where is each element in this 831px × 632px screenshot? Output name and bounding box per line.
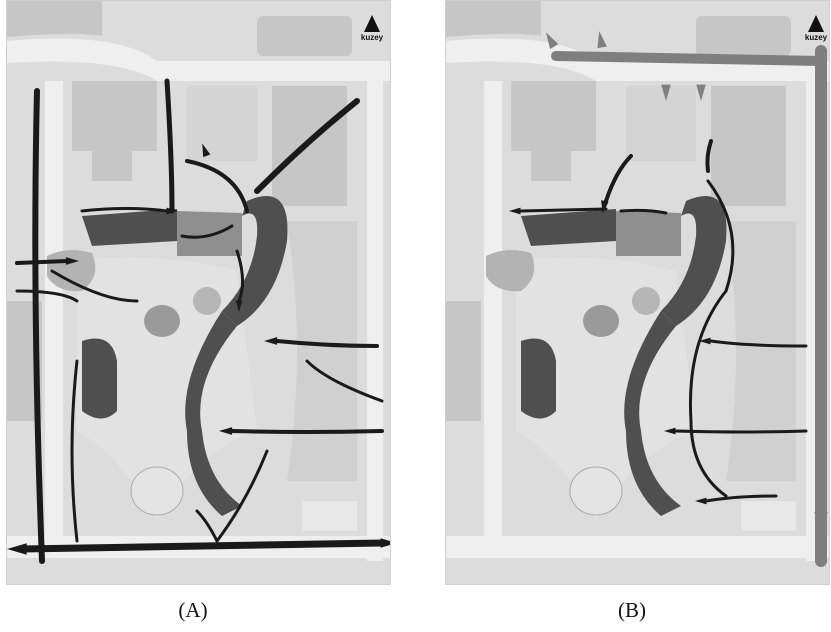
block-west: [446, 301, 481, 421]
curved-building-mid: [185, 311, 237, 431]
movement-arrow: [688, 179, 735, 498]
building-north-wing: [521, 209, 616, 246]
road-west: [484, 81, 502, 551]
arrow-head-icon: [546, 32, 559, 49]
arrow-head-icon: [235, 300, 243, 312]
arrow-head-icon: [202, 143, 211, 158]
parking-lot: [741, 501, 796, 531]
movement-arrow: [164, 78, 175, 214]
north-arrow-icon: kuzey: [801, 15, 829, 42]
arrow-head-icon: [696, 84, 706, 101]
green-area: [144, 305, 180, 337]
movement-arrow: [15, 259, 69, 265]
movement-arrow: [305, 359, 384, 403]
arrow-head-icon: [264, 337, 278, 345]
movement-arrow: [709, 339, 808, 348]
movement-arrow: [195, 509, 219, 543]
block-east-1: [711, 86, 786, 206]
road-south: [446, 536, 829, 558]
block-center-north: [626, 86, 696, 161]
building-west: [521, 338, 556, 419]
parking-lot: [302, 501, 357, 531]
movement-arrow: [604, 154, 633, 203]
pond: [486, 250, 535, 292]
curved-building-top: [222, 196, 288, 326]
arrow-head-icon: [814, 512, 828, 535]
movement-arrow: [15, 289, 79, 303]
movement-arrow: [230, 429, 384, 434]
central-plaza: [516, 257, 696, 521]
north-arrow-icon: kuzey: [357, 15, 387, 42]
north-label: kuzey: [804, 33, 828, 42]
building-north-wing: [82, 209, 177, 246]
block-east-2: [287, 221, 357, 481]
arrow-head-icon: [7, 543, 27, 555]
movement-arrow: [32, 88, 45, 564]
movement-arrow: [235, 249, 244, 303]
movement-arrow: [254, 98, 360, 194]
building-north-wing-2: [177, 211, 242, 256]
movement-arrow: [18, 539, 386, 553]
arrow-head-icon: [509, 207, 521, 215]
block-east-1: [272, 86, 347, 206]
curved-building-bottom: [626, 431, 681, 516]
building-library: [511, 81, 596, 181]
block-nw: [7, 1, 102, 37]
arrow-head-icon: [166, 207, 178, 215]
amphitheatre: [130, 466, 184, 516]
road-west: [45, 81, 63, 551]
green-area: [632, 287, 660, 315]
movement-arrow: [215, 449, 269, 543]
building-library: [72, 81, 157, 181]
movement-arrow: [275, 339, 379, 348]
panel-caption-a: (A): [178, 598, 208, 622]
road-north: [7, 38, 390, 81]
north-label: kuzey: [360, 33, 384, 42]
movement-arrow: [619, 208, 668, 215]
curved-building-bottom: [187, 431, 242, 516]
movement-arrow: [705, 139, 713, 173]
block-ne: [696, 16, 791, 56]
panel-caption-b: (B): [618, 598, 646, 622]
site-plan-map-a: [7, 1, 390, 584]
arrow-head-icon: [699, 337, 711, 345]
arrow-head-icon: [664, 427, 676, 435]
movement-arrow: [519, 207, 608, 213]
movement-arrow: [704, 494, 778, 503]
arrow-head-icon: [597, 31, 607, 49]
movement-arrow: [80, 207, 169, 213]
building-west: [82, 338, 117, 419]
block-east-2: [726, 221, 796, 481]
movement-arrow: [674, 429, 808, 434]
arrow-head-icon: [219, 427, 233, 435]
road-north: [446, 38, 829, 81]
site-plan-map-b: [446, 1, 829, 584]
arrow-head-icon: [380, 538, 390, 548]
map-panel-b: kuzey: [445, 0, 830, 585]
movement-arrow: [180, 224, 234, 239]
arrow-head-icon: [661, 84, 671, 101]
curved-building-top: [661, 196, 727, 326]
block-ne: [257, 16, 352, 56]
movement-arrow: [70, 359, 79, 543]
central-plaza: [77, 257, 257, 521]
map-panel-a: kuzey: [6, 0, 391, 585]
block-nw: [446, 1, 541, 37]
building-north-wing-2: [616, 211, 681, 256]
block-center-north: [187, 86, 257, 161]
road-east: [367, 71, 383, 561]
movement-arrow: [50, 269, 139, 303]
arrow-head-icon: [695, 497, 707, 505]
green-area: [583, 305, 619, 337]
movement-arrow: [185, 159, 249, 213]
green-area: [193, 287, 221, 315]
arrow-head-icon: [65, 257, 79, 265]
amphitheatre: [569, 466, 623, 516]
movement-arrow: [551, 51, 826, 66]
curved-building-mid: [624, 311, 676, 431]
